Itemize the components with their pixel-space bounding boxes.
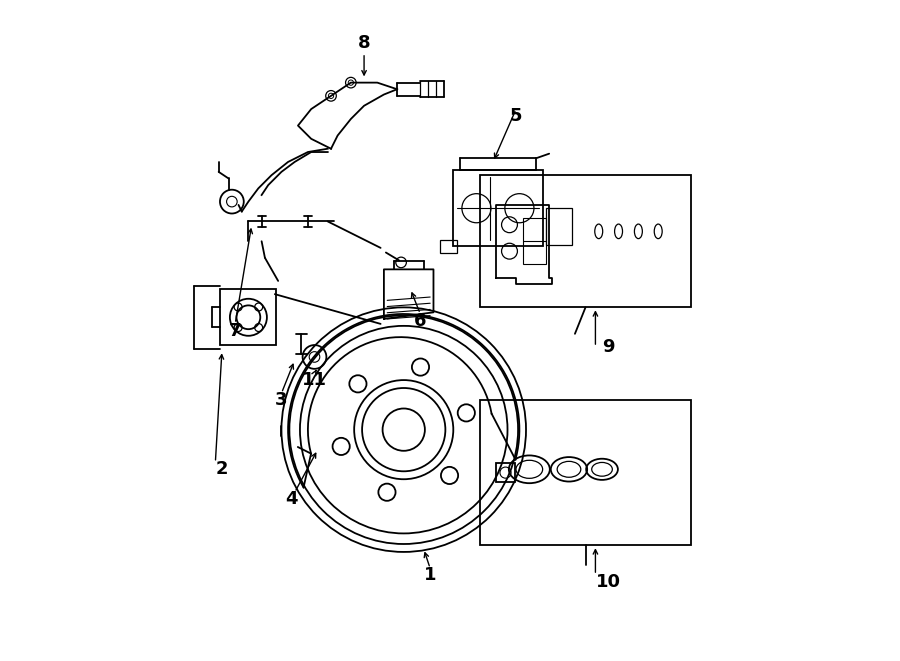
Bar (545, 208, 572, 245)
Text: 1: 1 (424, 566, 436, 584)
Bar (523, 218, 545, 264)
Text: 4: 4 (285, 490, 298, 508)
Text: 9: 9 (602, 338, 615, 356)
Text: 8: 8 (358, 34, 371, 52)
Bar (480, 400, 691, 545)
Bar (496, 463, 515, 482)
Text: 6: 6 (414, 311, 427, 330)
Bar (454, 170, 543, 246)
Bar (440, 239, 456, 253)
Text: 5: 5 (509, 106, 522, 125)
Text: 3: 3 (275, 391, 288, 409)
Bar (220, 290, 276, 345)
Text: 7: 7 (229, 321, 241, 340)
Text: 11: 11 (302, 371, 327, 389)
Bar (480, 175, 691, 307)
Text: 10: 10 (596, 572, 621, 591)
Text: 2: 2 (216, 460, 229, 479)
